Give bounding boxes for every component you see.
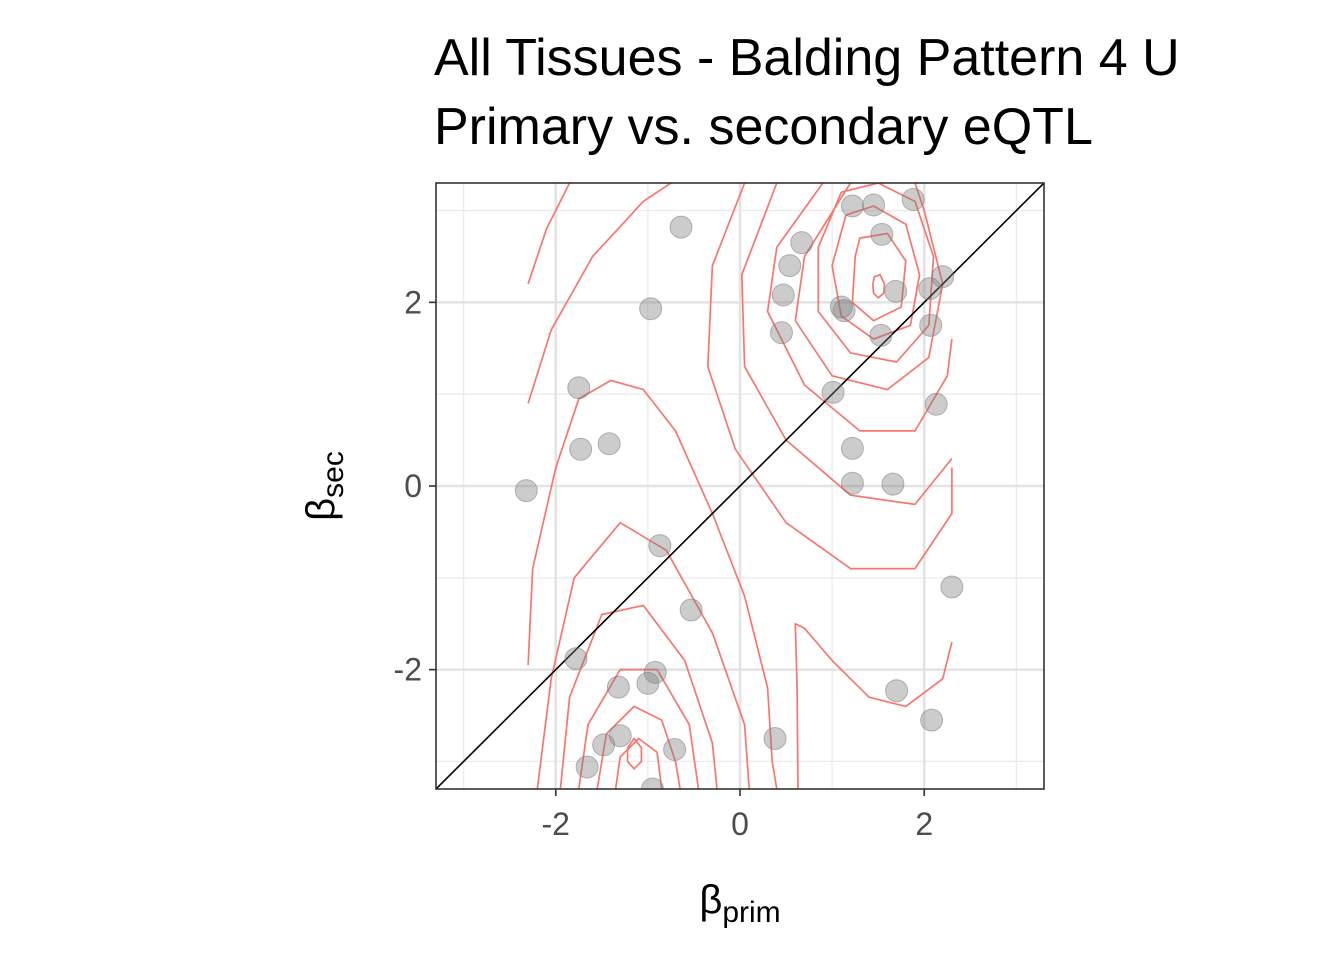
density-contour-line <box>527 183 672 404</box>
data-point <box>606 675 630 699</box>
x-axis-label-subscript: prim <box>722 896 780 929</box>
data-point <box>918 277 942 301</box>
y-axis-label-subscript: sec <box>317 451 350 498</box>
x-axis-label-symbol: β <box>699 878 722 922</box>
density-contour-line <box>527 379 778 789</box>
density-contour-line <box>596 705 681 789</box>
data-point <box>639 297 663 321</box>
data-point <box>920 708 944 732</box>
density-contour-line <box>871 273 886 299</box>
axis-ticks: -2 0 2 -2 0 2 <box>394 284 934 842</box>
data-point <box>885 679 909 703</box>
density-contour-line <box>536 521 751 789</box>
data-point <box>679 598 703 622</box>
density-contour-line <box>794 622 953 789</box>
data-point <box>862 193 886 217</box>
data-point <box>763 727 787 750</box>
data-point <box>881 472 905 496</box>
data-point <box>640 777 664 789</box>
data-point <box>931 265 955 289</box>
data-point <box>870 222 894 246</box>
data-point <box>884 279 908 303</box>
data-point <box>663 738 687 762</box>
data-point <box>514 479 538 503</box>
density-contour-line <box>817 183 935 363</box>
identity-line <box>436 183 1044 789</box>
data-point <box>790 231 814 255</box>
data-point <box>821 380 845 404</box>
data-point <box>901 188 925 212</box>
data-point <box>940 575 964 599</box>
y-tick-label: -2 <box>394 652 422 688</box>
data-point <box>592 733 616 757</box>
data-point <box>575 755 599 779</box>
x-axis-label: βprim <box>699 878 780 929</box>
data-point <box>564 647 588 671</box>
data-point <box>840 436 864 460</box>
density-contours <box>527 183 953 789</box>
x-tick-label: 2 <box>915 806 933 842</box>
data-point <box>569 437 593 461</box>
data-point <box>840 471 864 495</box>
density-contour-line <box>559 604 718 789</box>
density-contour-line <box>527 183 571 285</box>
data-point <box>840 194 864 218</box>
identity-reference-line <box>436 183 1044 789</box>
data-point <box>829 295 853 319</box>
data-point <box>924 392 948 416</box>
data-point <box>643 660 667 684</box>
data-point <box>597 432 621 456</box>
chart-title: All Tissues - Balding Pattern 4 U <box>434 29 1180 87</box>
y-tick-label: 0 <box>404 468 422 504</box>
data-point <box>669 215 693 239</box>
data-point <box>832 299 856 323</box>
density-contour-line <box>794 183 944 391</box>
data-point <box>778 254 802 278</box>
y-axis-label: βsec <box>299 451 350 521</box>
data-point <box>636 671 660 695</box>
x-tick-label: -2 <box>542 806 570 842</box>
chart-subtitle: Primary vs. secondary eQTL <box>434 98 1093 156</box>
data-point <box>771 283 795 307</box>
density-contour-line <box>766 183 953 432</box>
data-points <box>514 188 964 789</box>
density-contour-line <box>577 668 700 789</box>
density-contour-line <box>706 183 953 570</box>
data-point <box>919 313 943 337</box>
y-tick-label: 2 <box>404 284 422 320</box>
density-contour-line <box>614 737 663 789</box>
density-contour-line <box>831 205 921 340</box>
data-point <box>769 321 793 345</box>
y-axis-label-symbol: β <box>299 498 343 521</box>
data-point <box>567 376 591 400</box>
density-contour-line <box>626 737 643 770</box>
data-point <box>648 534 672 558</box>
data-point <box>869 323 893 347</box>
x-tick-label: 0 <box>731 806 749 842</box>
